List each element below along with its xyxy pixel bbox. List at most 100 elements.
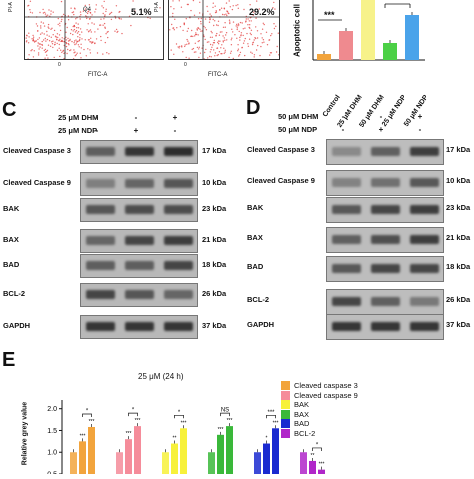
flow-dot bbox=[70, 49, 72, 51]
flow-dot bbox=[253, 54, 256, 56]
flow-dot bbox=[265, 31, 268, 33]
flow-dot bbox=[30, 50, 32, 52]
flow-dot bbox=[229, 21, 231, 23]
flow-dot bbox=[51, 41, 53, 43]
flow-dot bbox=[209, 43, 212, 46]
flow-dot bbox=[39, 46, 41, 48]
blot-band bbox=[410, 147, 439, 156]
flow-dot bbox=[46, 49, 49, 52]
flow-dot bbox=[249, 27, 251, 29]
flow-dot bbox=[97, 28, 99, 30]
blot-row-label: BCL-2 bbox=[3, 289, 26, 298]
flow-dot bbox=[172, 0, 174, 2]
flow-dot bbox=[105, 10, 107, 13]
flow-dot bbox=[79, 28, 82, 30]
flow-dot bbox=[76, 52, 78, 54]
flow-dot bbox=[38, 48, 40, 50]
flow-dot bbox=[31, 49, 33, 51]
flow-dot bbox=[66, 52, 68, 55]
flow-dot bbox=[71, 11, 73, 14]
flow-dot bbox=[85, 55, 87, 57]
flow-dot bbox=[256, 30, 259, 32]
flow-dot bbox=[50, 28, 52, 30]
flow-dot bbox=[261, 37, 263, 39]
blot-c-treatment-2-label: 25 μM NDP bbox=[58, 126, 98, 135]
flow-dot bbox=[212, 6, 214, 9]
flow-dot bbox=[44, 11, 46, 14]
flow-dot bbox=[251, 43, 254, 46]
flow-dot bbox=[225, 34, 227, 36]
flow-dot bbox=[79, 52, 81, 54]
flow-dot bbox=[73, 40, 76, 42]
flow-dot bbox=[102, 24, 104, 26]
flow-dot bbox=[260, 33, 262, 35]
flow-dot bbox=[41, 32, 43, 34]
flow-dot bbox=[45, 15, 47, 17]
flow-dot bbox=[256, 0, 258, 2]
flow-dot bbox=[228, 56, 230, 59]
flow-dot bbox=[50, 13, 52, 15]
blot-row-label: BAX bbox=[247, 233, 263, 242]
flow-dot bbox=[48, 9, 50, 11]
flow-dot bbox=[215, 34, 217, 37]
flow-dot bbox=[33, 41, 36, 43]
flow-dot bbox=[207, 10, 209, 12]
flow-dot bbox=[57, 23, 59, 26]
flow-dot bbox=[74, 43, 76, 46]
flow-dot bbox=[269, 54, 271, 56]
chart-e-title: 25 μM (24 h) bbox=[138, 372, 184, 381]
flow-dot bbox=[32, 56, 35, 58]
flow-dot bbox=[95, 4, 98, 6]
flow-tick-left: 0 bbox=[58, 62, 61, 68]
flow-y-axis-label-right: PI-A bbox=[153, 2, 160, 12]
flow-dot bbox=[201, 47, 203, 49]
flow-dot bbox=[191, 48, 193, 51]
chart-e-bracket-label: NS bbox=[221, 408, 229, 414]
apoptosis-significance: *** bbox=[324, 10, 335, 20]
flow-dot bbox=[214, 20, 216, 22]
flow-dot bbox=[44, 37, 46, 40]
flow-dot bbox=[257, 44, 259, 47]
flow-dot bbox=[190, 35, 193, 37]
flow-dot bbox=[269, 52, 272, 54]
flow-dot bbox=[72, 30, 74, 32]
chart-e-bracket-label: * bbox=[86, 408, 89, 414]
chart-e-bar-star: *** bbox=[135, 418, 141, 424]
flow-scatter-left bbox=[25, 0, 163, 59]
flow-dot bbox=[206, 5, 208, 8]
flow-dot bbox=[69, 32, 72, 35]
flow-dot bbox=[88, 30, 90, 32]
flow-dot bbox=[27, 42, 30, 44]
flow-dot bbox=[198, 48, 200, 50]
blot-band bbox=[86, 290, 115, 299]
chart-e-bar bbox=[134, 426, 141, 474]
flow-dot bbox=[130, 24, 132, 27]
apoptosis-bar bbox=[339, 31, 353, 60]
flow-dot bbox=[259, 54, 261, 57]
chart-e-bar bbox=[309, 460, 316, 474]
flow-dot bbox=[253, 11, 255, 13]
flow-dot bbox=[182, 51, 184, 53]
flow-dot bbox=[224, 22, 226, 24]
flow-dot bbox=[103, 22, 106, 25]
flow-dot bbox=[231, 28, 233, 30]
flow-dot bbox=[90, 31, 93, 33]
flow-dot bbox=[238, 24, 240, 26]
flow-dot bbox=[88, 18, 91, 20]
flow-x-axis-label-right: FITC-A bbox=[208, 72, 228, 78]
flow-y-axis-label: PI-A bbox=[7, 2, 14, 12]
legend-label: BAD bbox=[294, 419, 310, 429]
flow-dot bbox=[52, 11, 54, 13]
flow-dot bbox=[229, 6, 231, 8]
flow-dot bbox=[199, 12, 201, 14]
flow-dot bbox=[84, 39, 86, 41]
blot-band bbox=[410, 235, 439, 244]
blot-band bbox=[164, 261, 193, 270]
chart-e-bracket-label: * bbox=[178, 410, 181, 416]
apoptosis-ylabel: Apoptotic cell bbox=[292, 4, 302, 57]
percent-label-left: 5.1% bbox=[131, 7, 152, 17]
blot-kda-label: 26 kDa bbox=[202, 289, 227, 298]
flow-dot bbox=[109, 12, 112, 14]
flow-dot bbox=[249, 4, 251, 6]
flow-dot bbox=[102, 7, 105, 9]
